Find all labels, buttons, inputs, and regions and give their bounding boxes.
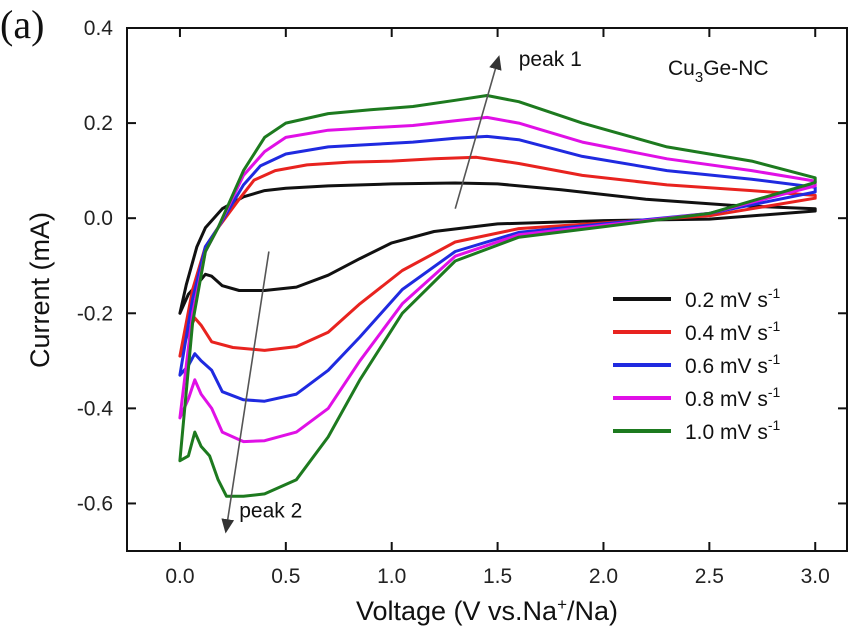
y-tick-label: -0.6	[77, 492, 113, 515]
annotations: peak 1 peak 2	[221, 48, 582, 534]
plot-frame	[126, 27, 848, 552]
y-tick-label: -0.4	[77, 397, 114, 420]
x-tick-label: 0.0	[165, 565, 194, 588]
annotation-label-1: peak 1	[519, 48, 582, 71]
x-axis: 0.0 0.5 1.0 1.5 2.0 2.5 3.0	[165, 28, 830, 588]
sample-label: Cu3Ge-NC	[668, 57, 769, 86]
x-tick-label: 0.5	[271, 565, 300, 588]
legend-label-4: 0.8 mV s-1	[685, 384, 781, 411]
x-tick-label: 1.5	[483, 565, 512, 588]
x-axis-title: Voltage (V vs.Na+/Na)	[356, 595, 618, 626]
series-line-3	[178, 134, 817, 403]
series-line-4	[178, 115, 817, 444]
y-axis: 0.4 0.2 0.0 -0.2 -0.4 -0.6	[77, 17, 847, 515]
y-tick-label: -0.2	[77, 302, 113, 325]
annotation-label-2: peak 2	[239, 500, 302, 523]
x-tick-label: 1.0	[377, 565, 406, 588]
x-tick-label: 2.5	[695, 565, 724, 588]
legend-label-1: 0.2 mV s-1	[685, 285, 781, 312]
annotation-arrow-1	[454, 55, 502, 209]
y-axis-title: Current (mA)	[25, 212, 55, 368]
y-tick-label: 0.2	[84, 112, 113, 135]
annotation-arrow-2	[221, 251, 270, 534]
legend-label-3: 0.6 mV s-1	[685, 351, 781, 378]
y-tick-label: 0.4	[84, 17, 114, 40]
legend-label-5: 1.0 mV s-1	[685, 417, 781, 444]
legend: 0.2 mV s-1 0.4 mV s-1 0.6 mV s-1 0.8 mV s-1…	[613, 285, 781, 444]
x-tick-label: 2.0	[589, 565, 618, 588]
series-layer	[178, 94, 817, 498]
x-tick-label: 3.0	[801, 565, 830, 588]
panel-label: (a)	[0, 2, 44, 47]
series-line-5	[178, 94, 817, 498]
y-tick-label: 0.0	[84, 207, 113, 230]
legend-label-2: 0.4 mV s-1	[685, 318, 781, 345]
